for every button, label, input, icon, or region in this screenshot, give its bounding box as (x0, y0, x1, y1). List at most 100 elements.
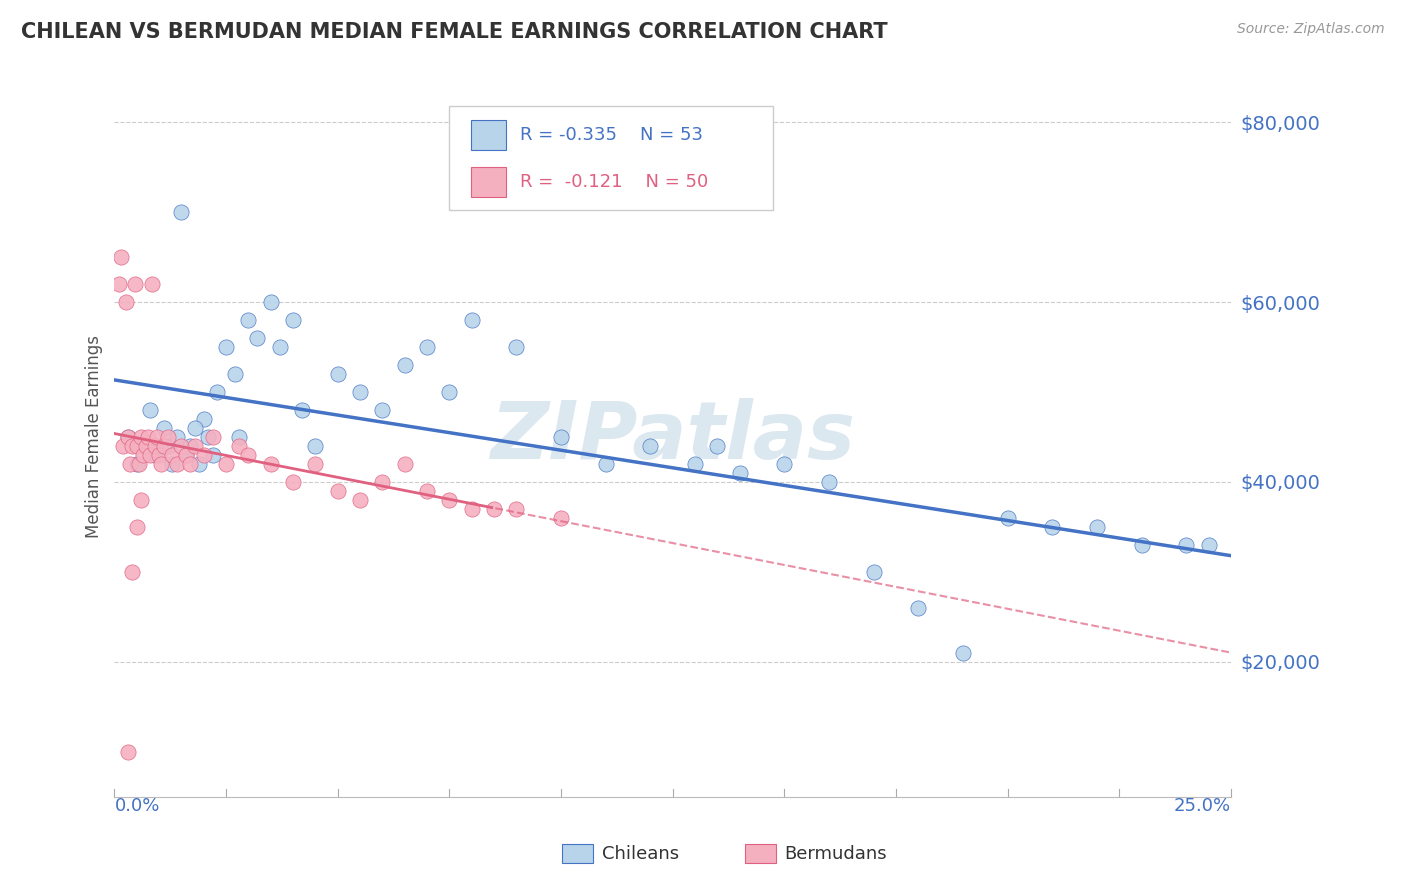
Point (162, 448, 184, 462)
Point (143, 448, 166, 462)
Point (1198, 538, 1220, 552)
Point (683, 457, 706, 471)
Point (174, 448, 197, 462)
Point (205, 385, 228, 400)
Point (125, 457, 148, 471)
Point (150, 457, 173, 471)
Point (281, 475, 304, 489)
Text: ZIPatlas: ZIPatlas (491, 398, 855, 476)
Point (416, 483, 439, 498)
Point (152, 421, 174, 435)
Point (269, 340, 291, 354)
Point (143, 439, 166, 453)
Bar (471, 120, 506, 150)
Point (118, 457, 141, 471)
Point (326, 367, 349, 381)
Point (1042, 520, 1064, 534)
Point (179, 457, 201, 471)
Point (1085, 520, 1108, 534)
Point (461, 502, 484, 516)
Point (505, 502, 527, 516)
Point (228, 430, 250, 444)
Point (141, 277, 163, 292)
Point (461, 313, 484, 327)
Point (139, 448, 162, 462)
Point (260, 295, 283, 310)
Point (179, 439, 201, 453)
Point (152, 439, 174, 453)
Point (224, 367, 246, 381)
Point (304, 457, 326, 471)
Point (166, 430, 188, 444)
Point (125, 439, 148, 453)
Point (291, 403, 314, 417)
Point (1175, 538, 1198, 552)
Point (132, 448, 155, 462)
Point (482, 502, 505, 516)
Point (184, 421, 207, 435)
Point (394, 457, 416, 471)
Text: 25.0%: 25.0% (1174, 797, 1232, 814)
Y-axis label: Median Female Earnings: Median Female Earnings (86, 335, 103, 539)
Point (246, 331, 269, 345)
Point (197, 430, 219, 444)
Text: Source: ZipAtlas.com: Source: ZipAtlas.com (1237, 22, 1385, 37)
Point (595, 457, 617, 471)
Text: R = -0.335    N = 53: R = -0.335 N = 53 (520, 126, 703, 144)
Point (136, 430, 159, 444)
Point (260, 457, 283, 471)
Point (166, 457, 188, 471)
Point (121, 565, 143, 579)
Point (728, 466, 751, 480)
Point (128, 457, 150, 471)
Point (146, 430, 169, 444)
Point (416, 340, 439, 354)
Point (156, 439, 179, 453)
Point (439, 385, 461, 400)
Point (108, 277, 131, 292)
Point (550, 430, 572, 444)
Point (238, 313, 260, 327)
Bar (562, 844, 593, 863)
Point (439, 492, 461, 507)
Point (129, 492, 152, 507)
Bar (745, 844, 776, 863)
Point (114, 295, 136, 310)
Point (215, 340, 238, 354)
Point (125, 520, 148, 534)
Point (174, 448, 197, 462)
Point (907, 600, 929, 615)
Point (997, 511, 1019, 525)
Point (326, 483, 349, 498)
Point (188, 457, 211, 471)
Point (184, 439, 207, 453)
Point (371, 403, 394, 417)
Point (394, 358, 416, 372)
Point (124, 277, 146, 292)
Point (281, 313, 304, 327)
Point (139, 403, 162, 417)
Point (228, 439, 250, 453)
Point (112, 439, 135, 453)
Point (550, 511, 572, 525)
Point (121, 439, 143, 453)
Point (706, 439, 728, 453)
Point (148, 439, 170, 453)
FancyBboxPatch shape (450, 106, 773, 211)
Point (117, 745, 139, 759)
Point (170, 205, 193, 219)
Point (117, 430, 139, 444)
Point (193, 448, 215, 462)
Point (215, 457, 238, 471)
Text: Bermudans: Bermudans (785, 845, 887, 863)
Point (304, 439, 326, 453)
Point (156, 430, 179, 444)
Point (135, 439, 157, 453)
Point (148, 448, 170, 462)
Text: R =  -0.121    N = 50: R = -0.121 N = 50 (520, 173, 709, 191)
Point (110, 250, 132, 264)
Text: Chileans: Chileans (602, 845, 679, 863)
Point (818, 475, 841, 489)
Point (201, 448, 224, 462)
Point (349, 385, 371, 400)
